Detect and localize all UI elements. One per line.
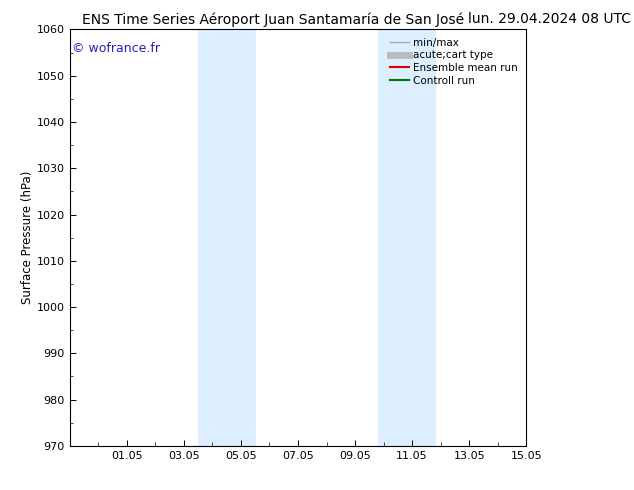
Text: lun. 29.04.2024 08 UTC: lun. 29.04.2024 08 UTC: [468, 12, 631, 26]
Legend: min/max, acute;cart type, Ensemble mean run, Controll run: min/max, acute;cart type, Ensemble mean …: [387, 35, 521, 89]
Text: © wofrance.fr: © wofrance.fr: [72, 42, 160, 55]
Bar: [198, 29, 255, 446]
Text: ENS Time Series Aéroport Juan Santamaría de San José: ENS Time Series Aéroport Juan Santamaría…: [82, 12, 465, 27]
Y-axis label: Surface Pressure (hPa): Surface Pressure (hPa): [21, 171, 34, 304]
Bar: [378, 29, 435, 446]
